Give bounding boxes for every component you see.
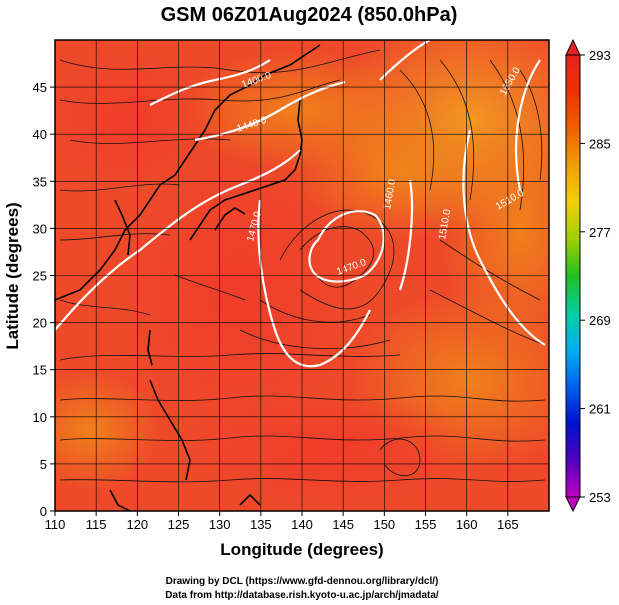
y-tick-label: 0 <box>40 504 47 519</box>
y-tick-label: 40 <box>33 127 47 142</box>
y-axis: 0 5 10 15 20 25 30 35 40 45 <box>33 80 55 519</box>
colorbar-tick-label: 261 <box>589 402 611 417</box>
y-tick-label: 45 <box>33 80 47 95</box>
x-tick-label: 155 <box>415 517 437 532</box>
x-axis: 110 115 120 125 130 135 140 145 150 155 160 165 <box>45 511 519 532</box>
contour-label: 1460.0 <box>382 178 398 210</box>
temperature-field: 1400.0 1440.0 1470.0 1470.0 1460.0 1510.… <box>55 40 549 511</box>
map-plot-area: 1400.0 1440.0 1470.0 1470.0 1460.0 1510.… <box>54 39 550 512</box>
y-tick-label: 30 <box>33 221 47 236</box>
y-tick-label: 15 <box>33 363 47 378</box>
credit-drawing: Drawing by DCL (https://www.gfd-dennou.o… <box>166 576 439 587</box>
colorbar: 293 285 277 269 261 253 <box>565 38 611 513</box>
y-tick-label: 35 <box>33 174 47 189</box>
chart-title: GSM 06Z01Aug2024 (850.0hPa) <box>161 4 458 26</box>
colorbar-max-arrow <box>565 38 581 56</box>
x-tick-label: 145 <box>332 517 354 532</box>
colorbar-scale <box>565 54 581 498</box>
x-tick-label: 110 <box>45 517 66 532</box>
x-tick-label: 140 <box>291 517 313 532</box>
colorbar-tick-label: 285 <box>589 136 611 151</box>
x-tick-label: 135 <box>250 517 272 532</box>
contour-label: 1510.0 <box>437 208 453 240</box>
x-tick-label: 115 <box>86 517 107 532</box>
x-tick-label: 165 <box>497 517 519 532</box>
credit-data: Data from http://database.rish.kyoto-u.a… <box>165 590 439 601</box>
x-tick-label: 120 <box>126 517 148 532</box>
y-tick-label: 10 <box>33 410 47 425</box>
height-contours <box>55 40 546 368</box>
x-tick-label: 150 <box>373 517 395 532</box>
colorbar-min-arrow <box>565 496 581 513</box>
y-axis-label: Latitude (degrees) <box>3 202 22 349</box>
y-tick-label: 5 <box>40 457 47 472</box>
colorbar-tick-label: 253 <box>589 490 611 505</box>
colorbar-tick-label: 277 <box>589 225 611 240</box>
x-tick-label: 130 <box>209 517 231 532</box>
x-tick-label: 125 <box>168 517 190 532</box>
x-axis-label: Longitude (degrees) <box>220 540 383 559</box>
wind-streamlines <box>59 49 546 483</box>
y-tick-label: 25 <box>33 269 47 284</box>
x-tick-label: 160 <box>456 517 478 532</box>
y-tick-label: 20 <box>33 316 47 331</box>
colorbar-tick-label: 293 <box>589 48 611 63</box>
colorbar-tick-label: 269 <box>589 313 611 328</box>
